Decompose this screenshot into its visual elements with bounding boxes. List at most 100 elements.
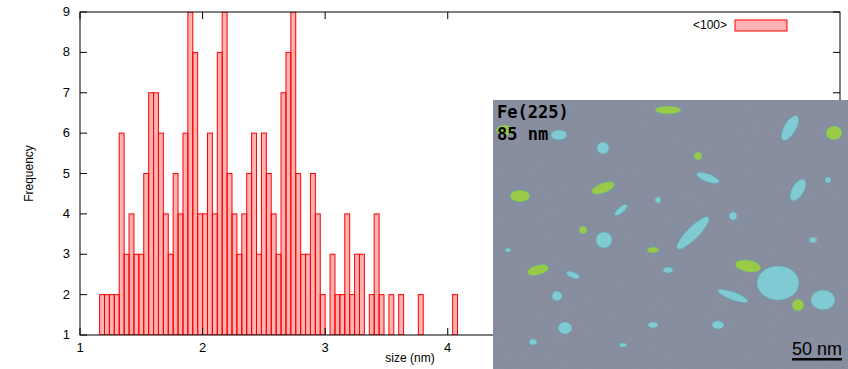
y-tick-label: 4 [63,206,70,221]
particle [590,179,616,197]
bar [320,295,325,335]
y-tick-label: 3 [63,246,70,261]
bar [154,93,159,335]
bar [222,12,227,335]
bar [286,52,291,335]
bar [183,133,188,335]
bar [252,133,257,335]
bar [134,254,139,335]
particle [551,130,567,140]
particle [717,287,750,305]
bar [217,52,222,335]
particle [734,258,762,274]
bar [315,214,320,335]
x-tick-label: 4 [444,340,451,355]
particle [655,197,661,203]
bar [198,214,203,335]
bar [389,295,394,335]
bar [350,295,355,335]
y-tick-label: 8 [63,44,70,59]
x-tick-label: 3 [322,340,329,355]
y-tick-label: 7 [63,85,70,100]
y-tick-label: 2 [63,287,70,302]
bar [359,254,364,335]
legend-label: <100> [693,18,727,32]
x-tick-label: 1 [76,340,83,355]
bar [301,254,306,335]
bar [418,295,423,335]
bar [330,254,335,335]
particle [526,262,550,277]
inset-grain [493,100,848,369]
particle [787,177,809,204]
particle [825,177,831,183]
inset-title: Fe(225) [497,102,569,122]
bar [188,12,193,335]
bar [163,214,168,335]
legend-swatch [735,20,787,31]
y-tick [80,12,87,13]
particle [694,152,702,160]
bar [178,214,183,335]
bar [124,254,129,335]
bar [168,254,173,335]
bar [281,93,286,335]
bar [158,133,163,335]
bar [207,133,212,335]
bar [149,93,154,335]
x-tick [80,328,81,335]
particle [579,226,587,234]
inset [493,100,848,369]
y-tick [80,52,87,53]
bar [105,295,110,335]
particle [552,291,562,301]
particle [826,126,842,140]
x-tick-mirror [202,12,203,19]
y-tick [80,92,87,93]
bar [291,12,296,335]
bar [247,174,252,336]
bar [453,295,458,335]
y-tick [80,335,87,336]
bar [109,295,114,335]
bar [193,52,198,335]
y-tick-mirror [833,12,840,13]
bar [276,254,281,335]
y-tick [80,294,87,295]
particle [648,322,658,328]
x-tick-label: 2 [199,340,206,355]
y-tick-label: 1 [63,327,70,342]
bar [340,295,345,335]
particle [558,322,572,334]
chart: 1234567891234Frequencysize (nm)<100>Fe(2… [0,0,848,369]
y-tick-label: 9 [63,4,70,19]
x-tick [202,328,203,335]
particle [695,170,720,186]
particle [792,299,804,311]
particle [712,321,724,329]
particle [729,212,737,220]
bar [261,133,266,335]
bar [369,295,374,335]
y-axis-title: Frequency [22,145,36,202]
x-axis-title: size (nm) [385,351,434,365]
bar [114,295,119,335]
bar [232,214,237,335]
particle [778,113,802,143]
y-tick [80,213,87,214]
inset-subtitle: 85 nm [497,124,548,144]
bar [129,214,134,335]
bar [306,254,311,335]
particle [619,343,627,347]
y-tick-label: 5 [63,166,70,181]
particle [597,142,609,154]
bar [242,214,247,335]
y-tick-mirror [833,92,840,93]
bar [374,214,379,335]
inset-background [493,100,848,369]
particle [613,203,629,218]
bar [379,295,384,335]
particle [757,266,799,300]
particle [809,237,817,243]
particle [647,247,659,253]
